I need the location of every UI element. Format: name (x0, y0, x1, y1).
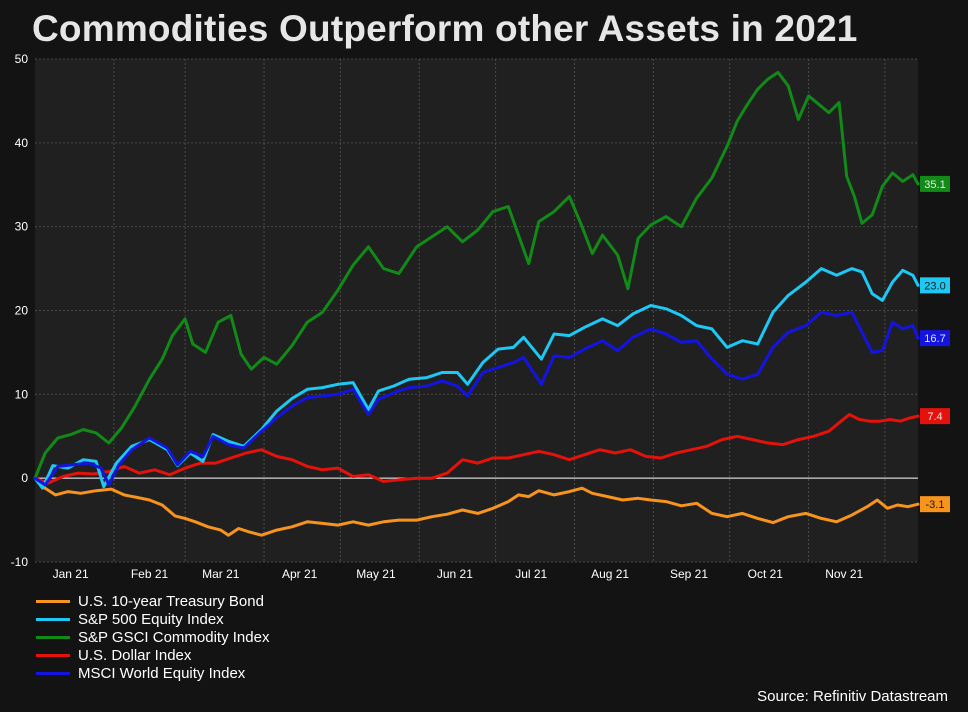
y-tick-label: 20 (15, 304, 29, 318)
y-tick-label: 30 (15, 220, 29, 234)
end-label-box (920, 277, 950, 294)
legend-item: S&P GSCI Commodity Index (36, 628, 269, 646)
end-label-1: 23.0 (920, 277, 950, 294)
end-label-4: 16.7 (920, 330, 950, 347)
y-tick-label: -10 (11, 555, 29, 569)
series-line-0 (33, 476, 920, 537)
legend-swatch (36, 617, 70, 621)
x-tick-label: Sep 21 (670, 567, 708, 581)
end-label-box (920, 330, 950, 347)
legend-swatch (36, 599, 70, 603)
legend-item: U.S. Dollar Index (36, 646, 269, 664)
end-label-box (920, 496, 950, 513)
x-tick-label: Apr 21 (282, 567, 318, 581)
x-tick-label: Jun 21 (437, 567, 473, 581)
x-tick-label: May 21 (356, 567, 396, 581)
end-label-3: 7.4 (920, 408, 950, 425)
y-tick-label: 0 (21, 471, 28, 485)
end-label-box (920, 175, 950, 192)
end-label-text: 7.4 (927, 411, 942, 423)
x-tick-label: Aug 21 (591, 567, 629, 581)
legend-swatch (36, 653, 70, 657)
axis-labels: 50 40 30 20 10 0 -10 Jan 21 Feb 21 Mar 21 Apr 21 Ma… (11, 52, 864, 581)
legend-label: S&P 500 Equity Index (78, 610, 224, 628)
legend-label: U.S. 10-year Treasury Bond (78, 592, 264, 610)
x-tick-label: Oct 21 (748, 567, 784, 581)
end-label-text: 23.0 (924, 280, 945, 292)
x-tick-label: Jan 21 (53, 567, 89, 581)
legend-item: S&P 500 Equity Index (36, 610, 269, 628)
series-line-2 (33, 70, 920, 480)
x-tick-label: Mar 21 (202, 567, 240, 581)
source-note: Source: Refinitiv Datastream (757, 688, 948, 705)
legend-swatch (36, 635, 70, 639)
legend-swatch (36, 671, 70, 675)
y-tick-label: 40 (15, 136, 29, 150)
end-label-text: 35.1 (924, 179, 945, 191)
series-lines (33, 70, 920, 537)
legend-item: U.S. 10-year Treasury Bond (36, 592, 269, 610)
legend: U.S. 10-year Treasury Bond S&P 500 Equity… (36, 592, 269, 682)
end-label-text: 16.7 (924, 333, 945, 345)
y-tick-label: 50 (15, 52, 29, 66)
gridlines (35, 58, 918, 563)
x-tick-label: Feb 21 (131, 567, 169, 581)
end-label-box (920, 408, 950, 425)
end-value-labels: -3.1 23.0 35.1 7.4 16.7 (920, 175, 950, 513)
legend-item: MSCI World Equity Index (36, 664, 269, 682)
end-label-2: 35.1 (920, 175, 950, 192)
series-line-4 (33, 310, 920, 487)
end-label-0: -3.1 (920, 496, 950, 513)
x-tick-label: Nov 21 (825, 567, 863, 581)
x-tick-label: Jul 21 (515, 567, 547, 581)
chart-title: Commodities Outperform other Assets in 2… (32, 8, 858, 49)
legend-label: S&P GSCI Commodity Index (78, 628, 270, 646)
y-tick-label: 10 (15, 387, 29, 401)
series-line-3 (33, 413, 920, 485)
legend-label: MSCI World Equity Index (78, 664, 246, 682)
end-label-text: -3.1 (926, 499, 945, 511)
legend-label: U.S. Dollar Index (78, 646, 192, 664)
